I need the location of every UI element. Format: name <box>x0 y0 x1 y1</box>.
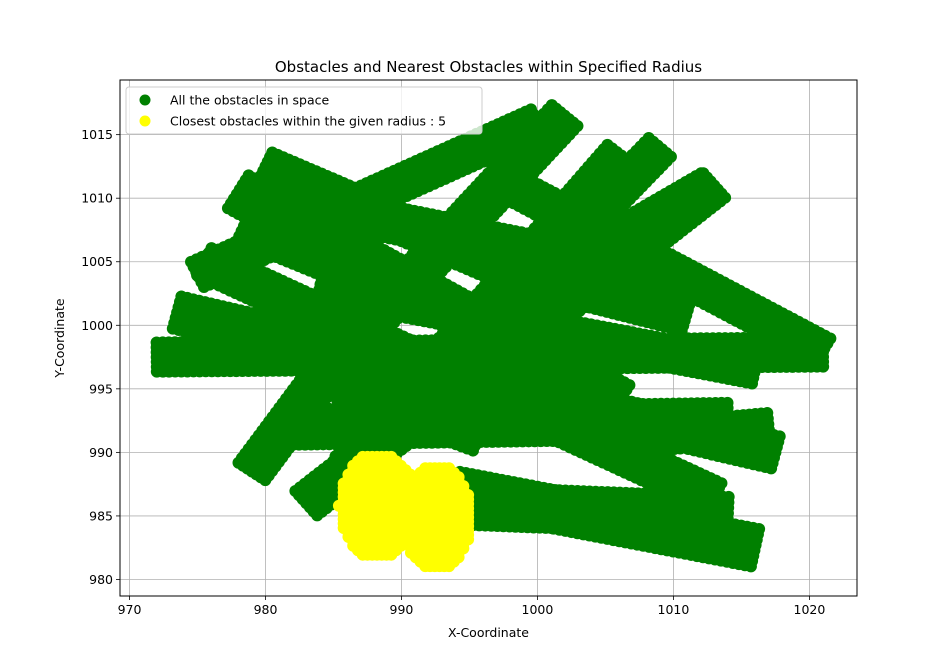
obstacle-point <box>773 430 786 443</box>
obstacle-point <box>601 138 614 151</box>
obstacle-point <box>623 379 636 392</box>
obstacle-point <box>524 103 537 116</box>
obstacle-point <box>545 99 558 112</box>
obstacle-point <box>715 477 728 490</box>
data-marks <box>150 99 837 573</box>
